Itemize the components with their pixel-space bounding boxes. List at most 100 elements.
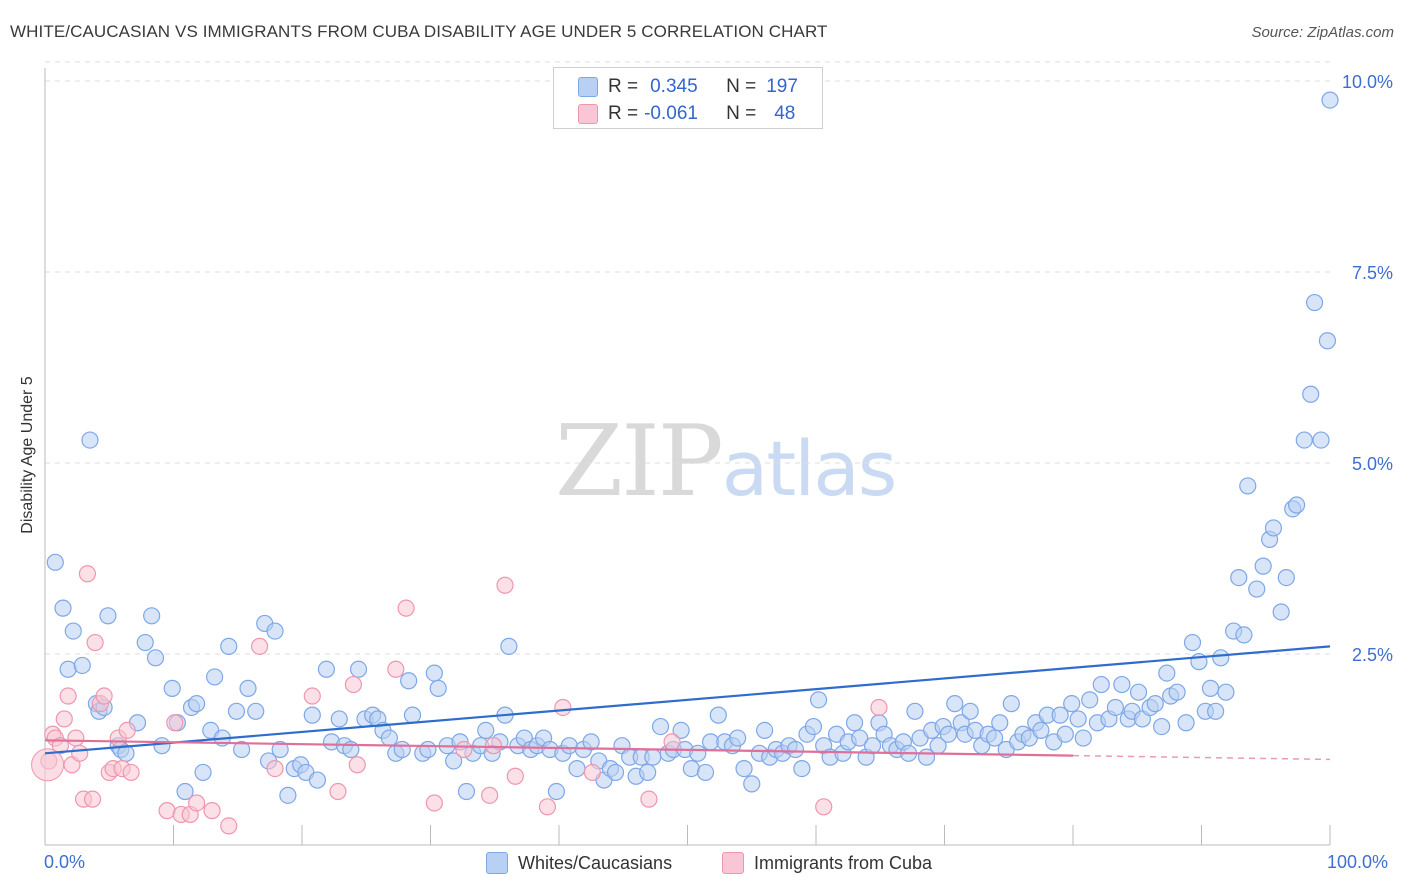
cuba-point	[158, 802, 176, 820]
white-point	[330, 710, 348, 728]
white-point	[961, 702, 979, 720]
white-point	[1056, 725, 1074, 743]
legend-n-label: N =	[726, 103, 757, 124]
white-point	[1201, 679, 1220, 697]
cuba-point	[455, 740, 473, 759]
white-point	[73, 656, 91, 675]
legend-r-value: -0.061	[644, 103, 698, 124]
cuba-point	[71, 744, 89, 762]
bottom-legend-white: Whites/Caucasians	[486, 852, 672, 874]
white-point	[1074, 729, 1092, 747]
white-point	[1305, 293, 1324, 312]
white-point	[136, 633, 154, 652]
white-point	[500, 637, 518, 655]
cuba-point	[344, 675, 362, 694]
white-point	[153, 737, 171, 755]
white-point	[939, 725, 957, 743]
white-point	[809, 691, 828, 709]
cuba-point	[425, 794, 443, 812]
white-point	[547, 782, 566, 801]
cuba-point	[663, 733, 681, 751]
white-point	[188, 695, 206, 713]
white-point	[1183, 633, 1202, 652]
cuba-point	[203, 802, 221, 820]
legend-row-cuba: R = -0.061 N = 48	[578, 102, 795, 126]
white-point	[755, 721, 774, 740]
white-point	[682, 759, 700, 778]
legend-n-value: 48	[774, 103, 796, 124]
white-point	[477, 721, 495, 740]
white-point	[1264, 519, 1283, 537]
white-point	[1235, 626, 1253, 644]
white-point	[1153, 717, 1171, 736]
white-point	[582, 733, 600, 751]
white-point	[1212, 649, 1230, 667]
cuba-point	[86, 633, 104, 652]
cuba-point	[188, 794, 206, 812]
white-point	[946, 695, 964, 713]
x-tick-label-max: 100.0%	[1327, 852, 1389, 872]
white-point	[1272, 603, 1290, 621]
watermark: ZIPatlas	[555, 405, 898, 519]
white-point	[845, 714, 864, 732]
white-point	[271, 740, 289, 759]
white-point	[393, 740, 411, 759]
legend-swatch-cuba	[578, 104, 598, 124]
white-point	[1217, 683, 1235, 701]
white-point	[266, 622, 284, 640]
cuba-point	[55, 710, 73, 728]
legend-label-white: Whites/Caucasians	[518, 852, 673, 873]
white-point	[743, 775, 761, 793]
white-point	[317, 660, 336, 678]
cuba-trend-line	[44, 739, 1074, 757]
cuba-point	[67, 729, 85, 747]
white-point	[220, 637, 238, 655]
legend-swatch-cuba	[722, 852, 744, 874]
white-point	[1158, 664, 1176, 682]
white-trend-line	[44, 645, 1331, 755]
white-point	[194, 763, 212, 782]
cuba-point	[481, 786, 499, 804]
legend-r-value: 0.345	[650, 76, 698, 97]
white-point	[206, 668, 224, 686]
white-point	[445, 752, 463, 770]
y-tick-label: 2.5%	[1352, 645, 1393, 665]
white-point	[239, 679, 257, 697]
white-point	[1146, 695, 1164, 713]
white-point	[403, 706, 422, 724]
cuba-point	[870, 698, 888, 717]
white-point	[99, 607, 117, 625]
cuba-point	[95, 687, 113, 705]
cuba-point	[397, 599, 415, 617]
cuba-point	[166, 714, 184, 732]
watermark-atlas: atlas	[721, 424, 898, 513]
white-point	[793, 759, 811, 778]
cuba-point	[118, 721, 136, 740]
white-point	[247, 702, 265, 720]
white-point	[672, 721, 690, 740]
cuba-point	[266, 759, 284, 778]
y-tick-label: 5.0%	[1352, 454, 1393, 474]
white-point	[1168, 683, 1186, 701]
white-point	[1092, 675, 1110, 694]
cuba-point	[506, 767, 524, 785]
legend-n-value: 197	[766, 76, 798, 97]
white-point	[349, 660, 368, 678]
white-point	[851, 729, 869, 747]
white-point	[1318, 332, 1337, 350]
white-point	[419, 740, 437, 759]
y-tick-label: 7.5%	[1352, 263, 1393, 283]
cuba-point	[59, 687, 77, 705]
white-point	[1277, 568, 1295, 587]
cuba-point	[329, 782, 347, 801]
white-point	[1239, 477, 1257, 495]
cuba-trend-line-dashed	[1072, 754, 1331, 761]
white-point	[804, 717, 823, 736]
white-point	[227, 702, 246, 720]
white-point	[560, 737, 578, 755]
white-point	[735, 759, 753, 778]
white-point	[729, 729, 747, 747]
white-point	[1177, 714, 1195, 732]
legend-r-label: R =	[608, 103, 639, 124]
